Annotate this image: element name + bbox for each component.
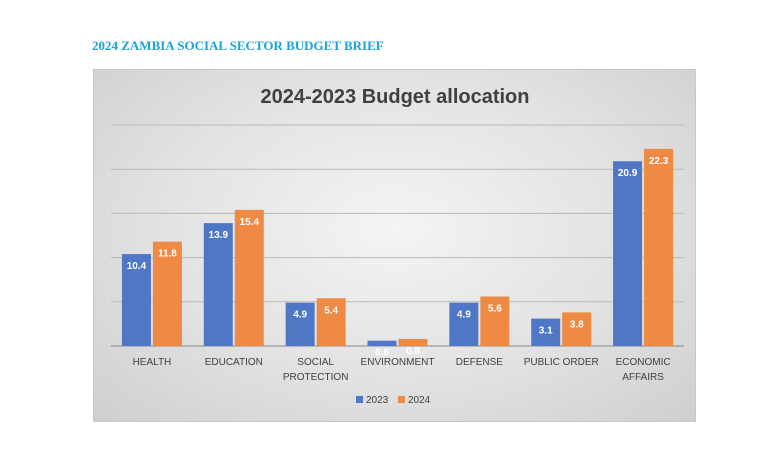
category-label-3: ENVIRONMENT xyxy=(361,357,435,368)
category-label-4: DEFENSE xyxy=(456,357,504,368)
bar-2024-6 xyxy=(644,148,674,346)
legend: 2023 2024 xyxy=(356,395,431,406)
bar-2023-4 xyxy=(449,302,479,346)
category-label-5: PUBLIC ORDER xyxy=(524,357,599,368)
data-label-2024-3: 0.8 xyxy=(406,346,420,357)
data-label-2023-2: 4.9 xyxy=(293,310,307,321)
data-label-2023-0: 10.4 xyxy=(127,261,147,272)
legend-label-2023: 2023 xyxy=(366,395,389,406)
data-label-2024-6: 22.3 xyxy=(649,156,669,167)
category-label-1: EDUCATION xyxy=(205,357,263,368)
data-label-2024-5: 3.8 xyxy=(570,319,584,330)
page-header-title: 2024 ZAMBIA SOCIAL SECTOR BUDGET BRIEF xyxy=(92,38,384,53)
category-label-2: SOCIAL xyxy=(297,357,334,368)
bar-2024-4 xyxy=(480,296,510,346)
bar-2024-0 xyxy=(152,241,182,346)
category-label-6: ECONOMIC xyxy=(616,357,671,368)
category-label-2: PROTECTION xyxy=(283,372,349,383)
bar-2023-3 xyxy=(367,340,397,346)
budget-chart: 2024-2023 Budget allocation 10.4 11.8 13.9… xyxy=(93,69,696,422)
gridlines xyxy=(111,124,684,347)
data-label-2023-3: 0.6 xyxy=(375,348,389,359)
budget-chart-svg: 2024-2023 Budget allocation 10.4 11.8 13.9… xyxy=(111,86,684,406)
category-tick-labels: HEALTH EDUCATION SOCIAL PROTECTION ENVIRONME… xyxy=(133,357,671,383)
category-label-6: AFFAIRS xyxy=(622,372,664,383)
bar-2023-2 xyxy=(285,302,315,346)
category-label-0: HEALTH xyxy=(133,357,172,368)
data-label-2024-0: 11.8 xyxy=(158,249,177,260)
data-label-2024-2: 5.4 xyxy=(324,305,338,316)
legend-swatch-2023 xyxy=(356,396,363,403)
data-label-2024-4: 5.6 xyxy=(488,303,502,314)
bar-2023-0 xyxy=(121,254,151,346)
bar-2023-6 xyxy=(613,161,643,346)
data-label-2023-5: 3.1 xyxy=(539,326,553,337)
bar-2023-5 xyxy=(531,318,561,346)
bar-2024-3 xyxy=(398,338,428,346)
bars xyxy=(121,148,674,346)
data-label-2023-4: 4.9 xyxy=(457,310,471,321)
bar-2024-1 xyxy=(234,209,264,346)
data-label-2024-1: 15.4 xyxy=(240,217,260,228)
data-label-2023-6: 20.9 xyxy=(618,168,638,179)
data-label-2023-1: 13.9 xyxy=(209,230,229,241)
legend-label-2024: 2024 xyxy=(408,395,431,406)
chart-title: 2024-2023 Budget allocation xyxy=(261,86,530,108)
bar-2024-5 xyxy=(562,312,592,346)
bar-2023-1 xyxy=(203,223,233,346)
legend-swatch-2024 xyxy=(398,396,405,403)
data-labels: 10.4 11.8 13.9 15.4 4.9 5.4 0.6 0.8 4.9 5.6 3.1 3.8… xyxy=(127,156,669,359)
bar-2024-2 xyxy=(316,298,346,346)
